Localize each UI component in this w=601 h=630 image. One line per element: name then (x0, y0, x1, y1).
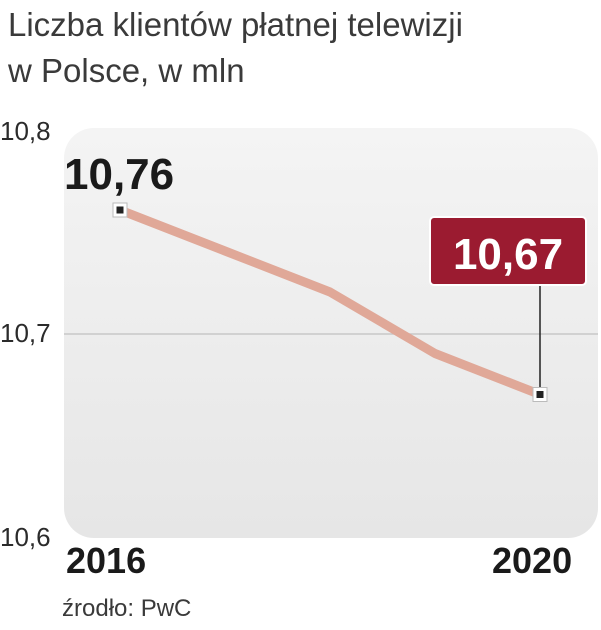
x-tick-label-2016: 2016 (66, 540, 147, 581)
y-tick-label-top: 10,8 (0, 116, 51, 146)
chart-title-line-1: Liczba klientów płatnej telewizji (8, 6, 463, 43)
y-tick-label-middle: 10,7 (0, 318, 51, 348)
data-label-start: 10,76 (64, 150, 174, 199)
data-point-marker-core (536, 391, 544, 398)
y-tick-label-bottom: 10,6 (0, 522, 51, 552)
x-tick-label-2020: 2020 (492, 540, 573, 581)
data-point-marker-core (116, 206, 124, 214)
data-label-end-box (429, 216, 587, 286)
chart-title: Liczba klientów płatnej telewizji w Pols… (8, 2, 598, 94)
data-label-end: 10,67 (453, 230, 563, 279)
chart-title-line-2: w Polsce, w mln (8, 52, 245, 89)
series-line (118, 205, 542, 399)
source-note: źrodło: PwC (62, 595, 192, 622)
